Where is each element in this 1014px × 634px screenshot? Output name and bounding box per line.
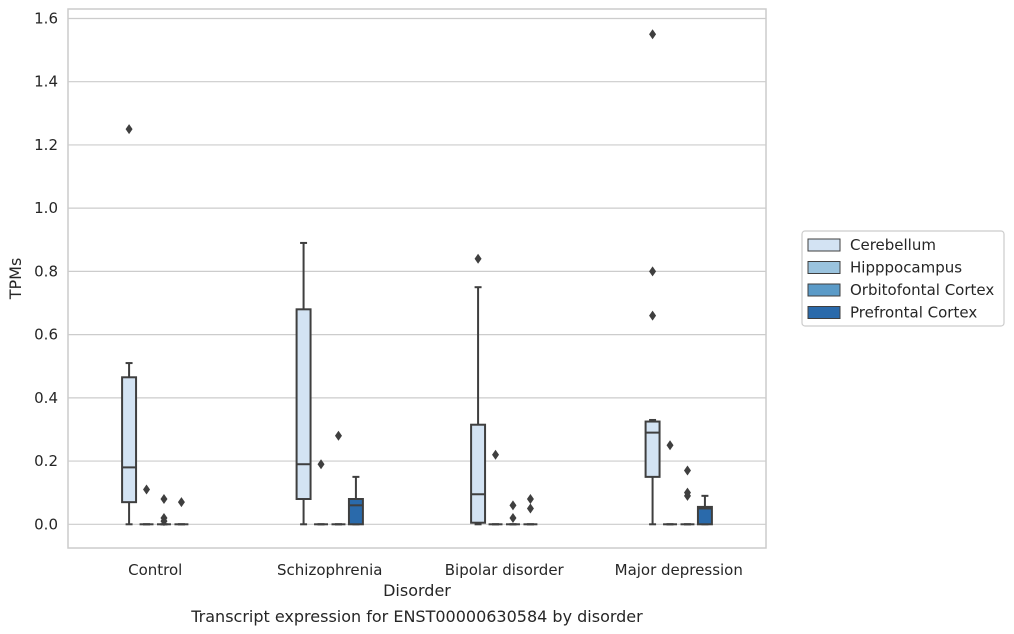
box-group: [663, 440, 678, 526]
x-tick-label: Bipolar disorder: [445, 561, 565, 579]
outlier-point: [509, 500, 517, 511]
x-tick-label: Control: [128, 561, 182, 579]
outlier-point: [666, 440, 674, 451]
grid-layer: [68, 17, 766, 525]
legend-label: Cerebellum: [850, 236, 936, 254]
box-group: [295, 241, 312, 526]
y-tick-label: 1.4: [34, 73, 58, 91]
box: [696, 505, 713, 526]
chart-caption: Transcript expression for ENST0000063058…: [190, 607, 643, 626]
x-tick-label: Major depression: [615, 561, 743, 579]
box-group: [121, 124, 138, 526]
y-tick-label: 0.0: [34, 515, 58, 533]
outlier-point: [317, 459, 325, 470]
y-tick-label: 0.4: [34, 389, 58, 407]
box-group: [156, 494, 171, 527]
box: [470, 423, 487, 524]
y-tick-label: 1.2: [34, 136, 58, 154]
outlier-point: [334, 430, 342, 441]
box: [347, 498, 364, 526]
outlier-point: [649, 29, 657, 40]
legend-label: Hipppocampus: [850, 259, 962, 277]
y-tick-label: 0.8: [34, 262, 58, 280]
legend-swatch: [807, 261, 841, 274]
legend-swatch: [807, 306, 841, 319]
box: [295, 308, 312, 500]
legend-swatch: [807, 238, 841, 252]
box-group: [331, 430, 346, 526]
box: [644, 420, 661, 478]
box-group: [644, 29, 661, 526]
legend: Cerebellum Hipppocampus Orbitofontal Corte…: [801, 230, 1005, 327]
outlier-point: [492, 449, 500, 460]
box-group: [174, 497, 189, 526]
box-group: [347, 475, 364, 526]
x-axis-label: Disorder: [383, 581, 451, 600]
outlier-point: [160, 512, 168, 523]
outlier-point: [160, 494, 168, 504]
box-group: [505, 500, 520, 526]
y-tick-label: 0.6: [34, 326, 58, 344]
outlier-point: [649, 310, 657, 321]
x-tick-label: Schizophrenia: [277, 561, 382, 579]
y-tick-label: 0.2: [34, 452, 58, 470]
box-plots: [121, 29, 713, 527]
box-group: [523, 494, 538, 526]
box-group: [470, 253, 487, 526]
box-group: [488, 449, 503, 526]
legend-label: Orbitofontal Cortex: [850, 281, 994, 299]
box-group: [696, 494, 713, 526]
box-group: [680, 465, 695, 526]
legend-swatch: [807, 283, 841, 297]
box-group: [314, 459, 329, 526]
x-tick-labels: Control Schizophrenia Bipolar disorder Majo…: [128, 561, 743, 579]
y-tick-label: 1.6: [34, 9, 58, 27]
legend-frame: [801, 230, 1005, 327]
outlier-point: [683, 487, 691, 498]
outlier-point: [509, 512, 517, 523]
outlier-point: [526, 503, 534, 514]
box-group: [139, 484, 154, 526]
outlier-point: [143, 484, 151, 495]
outlier-point: [649, 266, 657, 277]
plot-area-frame: [67, 8, 767, 549]
y-tick-labels: 0.0 0.2 0.4 0.6 0.8 1.0 1.2 1.4 1.6: [34, 9, 58, 533]
box: [121, 376, 138, 504]
y-tick-label: 1.0: [34, 199, 58, 217]
outlier-point: [526, 494, 534, 504]
y-axis-label: TPMs: [6, 258, 25, 301]
outlier-point: [177, 497, 185, 508]
outlier-point: [474, 253, 482, 264]
outlier-point: [683, 465, 691, 476]
legend-label: Prefrontal Cortex: [850, 304, 977, 322]
outlier-point: [125, 124, 133, 135]
